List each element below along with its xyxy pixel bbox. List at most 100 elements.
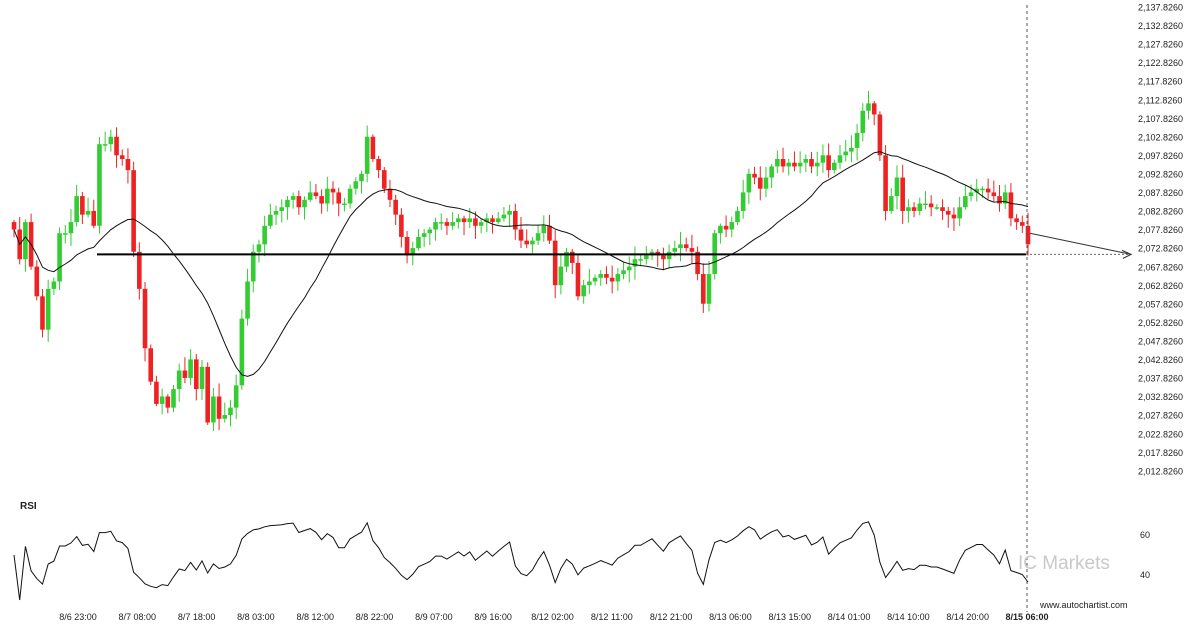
candle-up — [159, 396, 165, 404]
forecast-arrowhead — [1121, 249, 1132, 259]
candle-up — [638, 259, 643, 261]
price-tick-label: 2,112.8260 — [1138, 95, 1182, 105]
candle-up — [239, 318, 245, 386]
price-tick-label: 2,067.8260 — [1138, 262, 1183, 272]
forecast-line — [1029, 232, 1132, 255]
candle-down — [609, 277, 615, 282]
candle-down — [490, 218, 495, 223]
candle-down — [900, 177, 905, 211]
time-tick-label: 8/12 02:00 — [531, 612, 574, 622]
candle-up — [706, 274, 712, 304]
candle-up — [564, 251, 569, 267]
candle-down — [547, 225, 552, 241]
candle-down — [313, 192, 319, 197]
candle-down — [991, 192, 997, 197]
candle-down — [689, 248, 695, 252]
candle-up — [581, 285, 586, 297]
candle-up — [279, 207, 285, 211]
candle-up — [410, 248, 416, 256]
candle-up — [849, 147, 854, 152]
candle-up — [775, 159, 780, 167]
candle-down — [319, 196, 324, 204]
price-tick-label: 2,102.8260 — [1138, 132, 1183, 142]
candle-up — [1002, 192, 1008, 204]
candle-down — [518, 229, 524, 241]
candle-up — [51, 281, 57, 289]
candle-up — [478, 222, 484, 226]
forecast-arrow — [1029, 232, 1132, 259]
candle-down — [165, 396, 171, 408]
candle-down — [723, 225, 729, 230]
candle-down — [951, 214, 957, 219]
price-tick-label: 2,137.8260 — [1138, 3, 1183, 13]
candle-up — [245, 281, 250, 319]
candle-down — [34, 266, 40, 297]
candle-down — [404, 236, 410, 256]
candle-up — [85, 210, 91, 215]
candle-down — [393, 199, 398, 215]
candle-up — [666, 251, 672, 260]
candle-up — [558, 266, 564, 286]
candle-down — [661, 255, 666, 260]
candle-down — [336, 192, 342, 204]
candle-down — [80, 196, 85, 215]
candle-down — [119, 155, 125, 160]
time-tick-label: 8/7 18:00 — [178, 612, 216, 622]
candle-up — [233, 385, 239, 408]
candle-up — [535, 233, 541, 241]
candle-up — [262, 225, 267, 245]
candle-up — [347, 188, 353, 204]
candle-up — [199, 366, 205, 390]
candle-up — [62, 233, 68, 235]
candle-up — [769, 166, 774, 178]
candle-down — [148, 348, 154, 382]
candle-up — [832, 162, 837, 171]
candle-up — [820, 155, 826, 163]
candle-down — [376, 159, 381, 171]
candle-up — [484, 218, 490, 223]
candle-up — [746, 173, 752, 193]
time-tick-label: 8/6 23:00 — [59, 612, 97, 622]
candle-up — [843, 151, 849, 156]
time-tick-label: 8/12 21:00 — [650, 612, 693, 622]
time-tick-label: 8/8 12:00 — [296, 612, 334, 622]
candle-down — [809, 159, 814, 167]
candle-up — [507, 210, 512, 215]
candle-down — [683, 244, 689, 249]
candle-up — [427, 229, 433, 234]
candle-up — [97, 144, 102, 226]
rsi-tick-label: 60 — [1140, 530, 1150, 540]
price-tick-label: 2,027.8260 — [1138, 411, 1183, 421]
price-tick-label: 2,042.8260 — [1138, 355, 1183, 365]
candle-up — [438, 222, 444, 224]
moving-average — [13, 151, 1029, 377]
candle-up — [718, 225, 723, 234]
price-tick-label: 2,092.8260 — [1138, 169, 1183, 179]
time-tick-label: 8/14 01:00 — [828, 612, 871, 622]
time-tick-label: 8/9 07:00 — [415, 612, 453, 622]
candle-up — [57, 233, 62, 282]
candle-up — [273, 210, 279, 215]
candle-down — [604, 274, 609, 278]
candle-down — [387, 188, 393, 200]
price-tick-label: 2,117.8260 — [1138, 77, 1182, 87]
price-tick-label: 2,047.8260 — [1138, 336, 1183, 346]
candle-up — [860, 110, 866, 134]
candle-up — [541, 225, 547, 234]
candle-up — [268, 214, 273, 226]
time-tick-label: 8/13 06:00 — [709, 612, 752, 622]
candle-up — [837, 155, 843, 163]
price-tick-label: 2,097.8260 — [1138, 151, 1183, 161]
candle-up — [888, 196, 894, 211]
price-tick-label: 2,037.8260 — [1138, 374, 1183, 384]
candle-down — [444, 222, 450, 226]
rsi-tick-label: 40 — [1140, 570, 1150, 580]
candle-up — [678, 244, 683, 249]
candle-up — [735, 210, 740, 223]
candle-down — [883, 155, 888, 211]
candle-up — [974, 188, 980, 193]
candle-down — [826, 155, 831, 171]
candle-down — [1014, 218, 1019, 223]
candle-up — [934, 207, 940, 209]
